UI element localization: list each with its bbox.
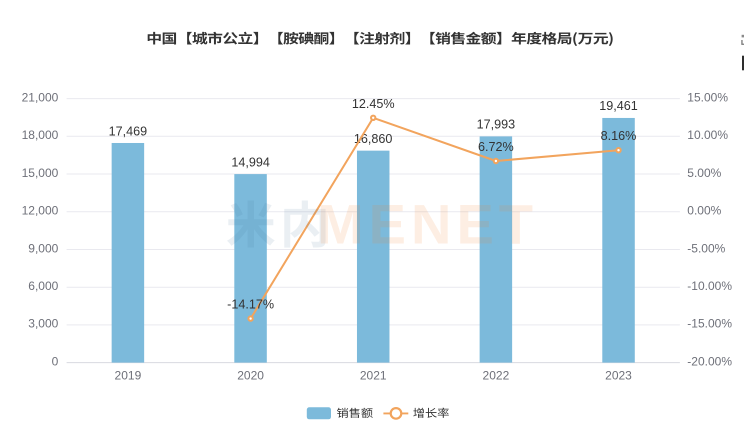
- svg-text:MENET: MENET: [317, 193, 538, 256]
- svg-text:0: 0: [52, 354, 59, 368]
- svg-text:-5.00%: -5.00%: [687, 241, 725, 255]
- svg-text:18,000: 18,000: [22, 128, 59, 142]
- svg-text:17,469: 17,469: [109, 124, 148, 138]
- svg-text:2022: 2022: [483, 369, 510, 383]
- svg-text:3,000: 3,000: [28, 317, 58, 331]
- svg-text:14,994: 14,994: [231, 155, 270, 169]
- svg-text:21,000: 21,000: [22, 90, 59, 104]
- svg-text:12.45%: 12.45%: [352, 97, 395, 111]
- svg-text:15,000: 15,000: [22, 166, 59, 180]
- svg-text:-14.17%: -14.17%: [227, 298, 274, 312]
- svg-text:17,993: 17,993: [477, 118, 516, 132]
- svg-text:0.00%: 0.00%: [687, 204, 721, 218]
- svg-text:2021: 2021: [360, 369, 387, 383]
- svg-text:2019: 2019: [115, 369, 142, 383]
- svg-text:15.00%: 15.00%: [687, 90, 728, 104]
- svg-text:9,000: 9,000: [28, 241, 58, 255]
- svg-text:19,461: 19,461: [599, 99, 638, 113]
- svg-text:6.72%: 6.72%: [478, 140, 514, 154]
- svg-text:12,000: 12,000: [22, 204, 59, 218]
- svg-text:5.00%: 5.00%: [687, 166, 721, 180]
- svg-text:10.00%: 10.00%: [687, 128, 728, 142]
- svg-text:-20.00%: -20.00%: [687, 354, 732, 368]
- svg-text:2020: 2020: [237, 369, 264, 383]
- svg-text:-15.00%: -15.00%: [687, 317, 732, 331]
- svg-text:2023: 2023: [605, 369, 632, 383]
- svg-text:-10.00%: -10.00%: [687, 279, 732, 293]
- svg-text:6,000: 6,000: [28, 279, 58, 293]
- svg-text:8.16%: 8.16%: [601, 129, 637, 143]
